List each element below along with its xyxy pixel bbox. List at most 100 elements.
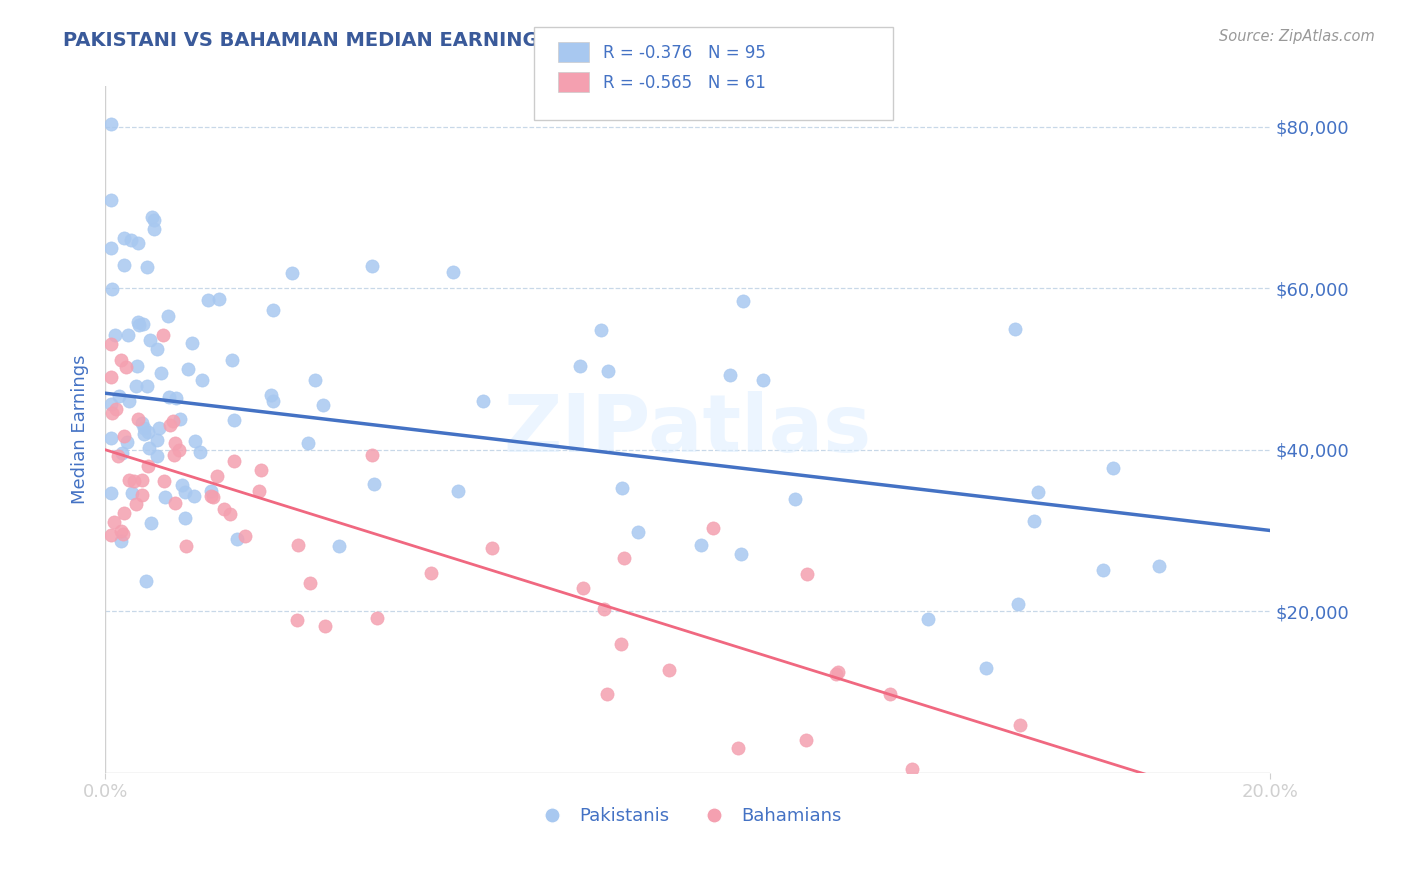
Point (120, 233, 142, 247)
Point (173, 511, 195, 525)
Point (112, 506, 135, 520)
Point (124, 378, 146, 392)
Point (180, 335, 202, 350)
Point (610, 481, 633, 495)
Point (112, 231, 135, 245)
Text: Source: ZipAtlas.com: Source: ZipAtlas.com (1219, 29, 1375, 44)
Text: R = -0.565   N = 61: R = -0.565 N = 61 (603, 74, 766, 92)
Point (260, 387, 283, 401)
Point (111, 446, 134, 460)
Point (100, 431, 122, 445)
Legend: Pakistanis, Bahamians: Pakistanis, Bahamians (527, 800, 849, 832)
Point (589, 323, 612, 337)
Point (471, 394, 494, 409)
Point (165, 435, 187, 450)
Point (153, 490, 176, 504)
Point (104, 327, 127, 342)
Point (262, 302, 284, 317)
Point (118, 473, 141, 487)
Point (172, 477, 194, 491)
Point (250, 463, 273, 477)
Point (363, 476, 385, 491)
Point (110, 534, 132, 549)
Point (730, 547, 752, 561)
Point (100, 241, 122, 255)
Point (901, 762, 924, 776)
Point (731, 294, 754, 309)
Point (100, 337, 122, 351)
Point (596, 364, 619, 378)
Point (610, 637, 633, 651)
Point (128, 318, 150, 332)
Point (783, 491, 806, 506)
Point (361, 259, 384, 273)
Point (138, 441, 160, 455)
Point (702, 521, 724, 535)
Point (304, 373, 326, 387)
Point (1022, 514, 1045, 528)
Text: PAKISTANI VS BAHAMIAN MEDIAN EARNINGS CORRELATION CHART: PAKISTANI VS BAHAMIAN MEDIAN EARNINGS CO… (63, 31, 793, 50)
Point (103, 516, 125, 530)
Point (152, 328, 174, 343)
Point (125, 497, 148, 511)
Point (159, 418, 181, 433)
Point (247, 483, 270, 498)
Point (115, 435, 138, 450)
Point (146, 433, 169, 447)
Point (139, 516, 162, 530)
Point (191, 374, 214, 388)
Point (825, 666, 848, 681)
Point (136, 459, 159, 474)
Point (658, 663, 681, 677)
Point (136, 260, 159, 274)
Point (596, 687, 619, 701)
Point (361, 448, 384, 462)
Point (101, 282, 124, 296)
Point (1026, 485, 1049, 500)
Point (627, 524, 650, 539)
Point (298, 575, 321, 590)
Point (131, 317, 153, 331)
Point (108, 389, 131, 403)
Point (100, 193, 122, 207)
Point (121, 486, 143, 500)
Point (131, 473, 153, 487)
Point (1092, 564, 1115, 578)
Point (222, 413, 245, 427)
Point (148, 421, 170, 435)
Point (117, 327, 139, 342)
Point (100, 528, 122, 542)
Point (297, 435, 319, 450)
Point (153, 474, 176, 488)
Point (183, 490, 205, 504)
Point (221, 352, 243, 367)
Point (727, 741, 749, 756)
Text: R = -0.376   N = 95: R = -0.376 N = 95 (603, 44, 766, 62)
Point (169, 411, 191, 425)
Point (100, 485, 122, 500)
Point (174, 485, 197, 500)
Point (287, 538, 309, 552)
Point (593, 601, 616, 615)
Point (1004, 322, 1026, 336)
Point (174, 539, 197, 553)
Point (107, 449, 129, 463)
Point (163, 448, 186, 462)
Point (200, 489, 222, 503)
Point (184, 434, 207, 449)
Point (118, 393, 141, 408)
Point (751, 373, 773, 387)
Point (285, 613, 308, 627)
Point (226, 532, 249, 546)
Point (142, 222, 165, 236)
Point (1147, 558, 1170, 573)
Point (139, 334, 162, 348)
Point (796, 567, 818, 582)
Point (110, 353, 132, 368)
Point (135, 574, 157, 589)
Point (568, 359, 591, 373)
Point (420, 566, 443, 580)
Point (114, 359, 136, 374)
Point (441, 264, 464, 278)
Point (127, 235, 149, 250)
